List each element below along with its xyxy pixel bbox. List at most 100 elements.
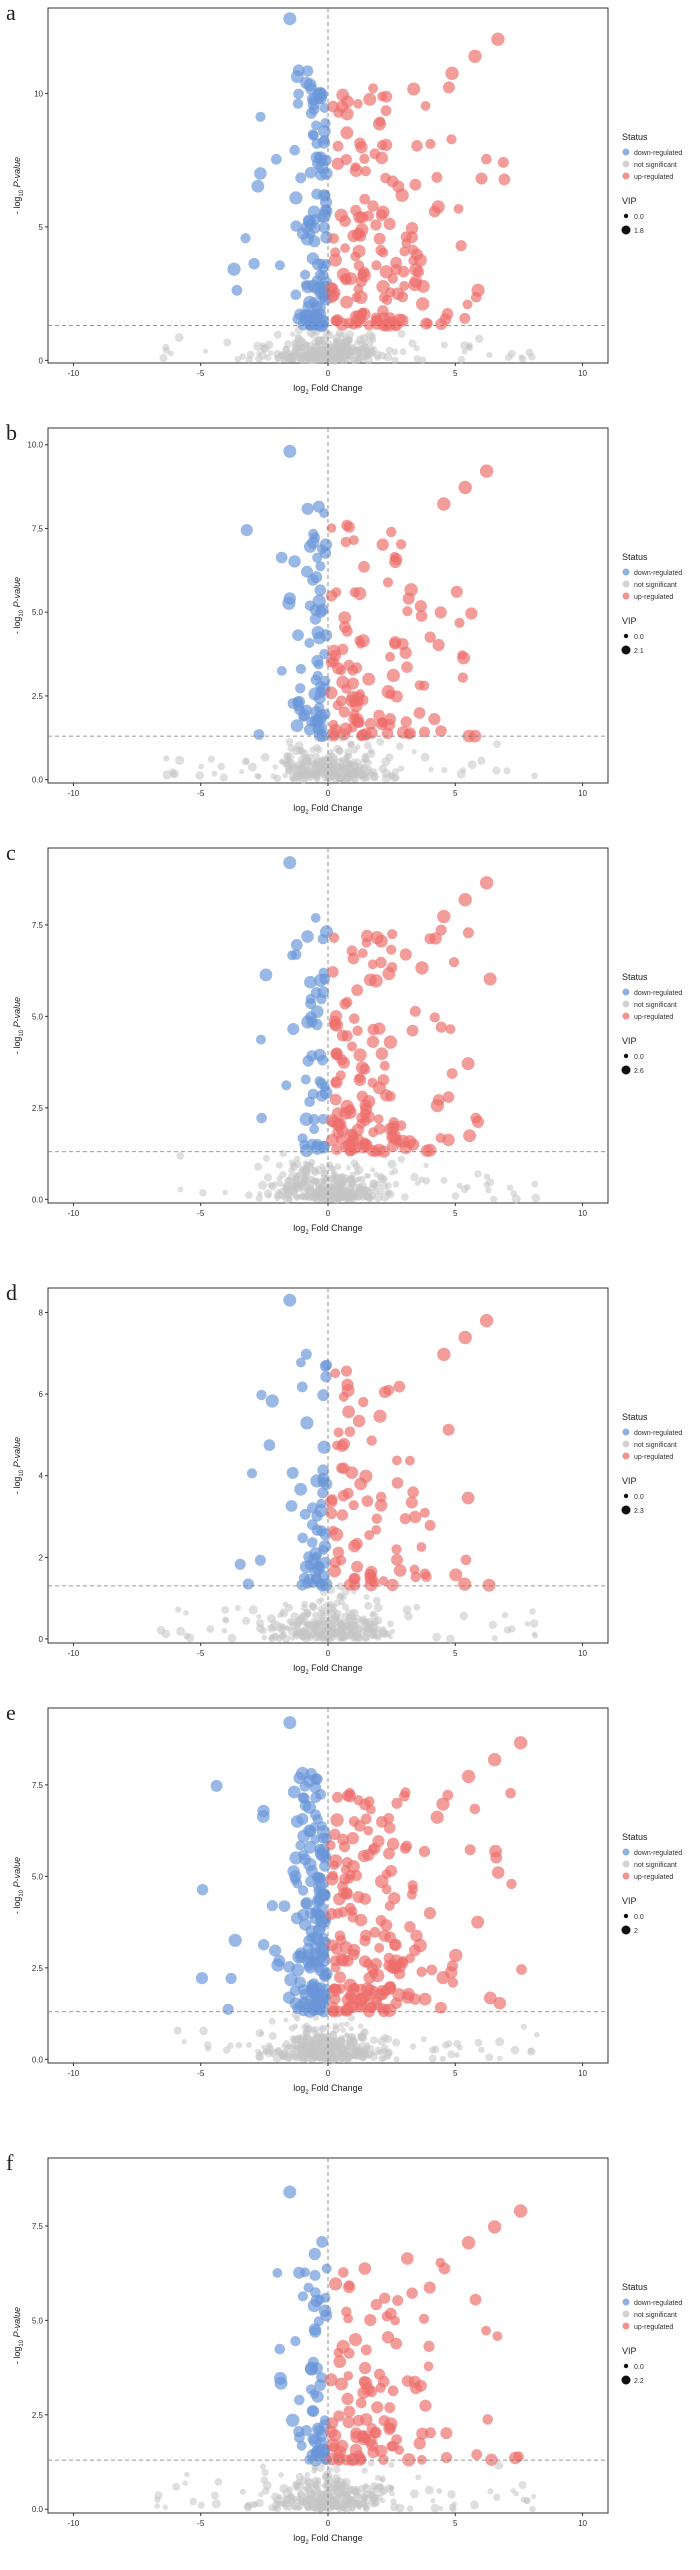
point-ns <box>361 753 370 762</box>
point-up <box>404 1921 416 1933</box>
point-down <box>316 1078 328 1090</box>
point-up <box>349 709 360 720</box>
point-up <box>468 49 482 63</box>
point-ns <box>318 1194 327 1203</box>
point-down <box>298 709 311 721</box>
point-up <box>401 2375 414 2387</box>
point-ns <box>436 2488 443 2495</box>
point-down <box>287 1785 301 1799</box>
point-ns <box>177 1186 184 1193</box>
point-down <box>290 70 304 84</box>
point-up <box>363 1958 374 1969</box>
point-up <box>347 722 358 733</box>
x-tick-label: 0 <box>326 789 331 798</box>
point-ns <box>291 343 301 352</box>
point-ns <box>445 2040 453 2048</box>
point-up <box>332 662 345 675</box>
point-up <box>363 1796 375 1807</box>
point-down <box>283 1293 297 1307</box>
point-ns <box>457 355 466 364</box>
legend-label-up: up-regulated <box>634 1014 673 1021</box>
point-up <box>375 1047 389 1060</box>
point-ns <box>312 2026 320 2033</box>
x-tick-label: 10 <box>578 1209 587 1218</box>
point-ns <box>503 767 511 775</box>
point-ns <box>239 2488 246 2495</box>
point-down <box>293 2266 306 2279</box>
point-down <box>315 1878 328 1891</box>
point-ns <box>311 2035 317 2042</box>
point-up <box>343 1978 357 1992</box>
point-up <box>357 1849 370 1863</box>
point-down <box>314 709 328 723</box>
point-down <box>306 1050 318 1062</box>
point-up <box>493 1996 507 2010</box>
point-ns <box>288 2501 294 2507</box>
y-axis-label: - log10 P-value <box>12 2307 25 2364</box>
point-up <box>370 931 384 945</box>
point-down <box>256 1112 267 1124</box>
point-up <box>355 1983 367 1995</box>
point-up <box>340 154 352 166</box>
point-ns <box>475 334 484 343</box>
point-up <box>358 266 370 278</box>
point-down <box>306 536 320 549</box>
point-down <box>317 1487 329 1499</box>
point-ns <box>286 2486 294 2493</box>
y-tick-label: 2.5 <box>32 2411 44 2420</box>
point-up <box>379 1060 390 1071</box>
y-tick-label: 2.5 <box>32 1964 44 1973</box>
point-down <box>319 1970 332 1983</box>
point-ns <box>338 757 344 763</box>
point-ns <box>348 2026 354 2032</box>
vip-label-small: 0.0 <box>634 1914 644 1921</box>
point-up <box>425 138 436 150</box>
point-down <box>319 1578 333 1591</box>
point-ns <box>258 1180 268 1190</box>
point-down <box>305 1925 318 1938</box>
point-down <box>286 2413 300 2427</box>
point-ns <box>333 339 340 346</box>
point-up <box>399 646 412 659</box>
point-ns <box>372 1188 379 1195</box>
volcano-panel-e: e -10 -5 0 5 10 0.0 2.5 5.0 7.5 log2 Fold Change -… <box>0 1700 700 2110</box>
point-down <box>292 1950 306 1964</box>
point-ns <box>456 1182 463 1189</box>
point-ns <box>474 1170 482 1178</box>
point-ns <box>312 2482 319 2489</box>
point-ns <box>324 340 334 350</box>
point-up <box>325 1908 338 1920</box>
point-up <box>382 294 393 306</box>
point-down <box>300 1416 314 1430</box>
point-ns <box>506 1184 514 1191</box>
x-axis-label: log2 Fold Change <box>293 803 362 816</box>
point-down <box>304 975 317 989</box>
point-ns <box>340 2027 347 2033</box>
point-ns <box>291 2053 299 2061</box>
point-up <box>355 1061 369 1075</box>
point-down <box>308 528 319 540</box>
point-up <box>513 2451 524 2462</box>
point-up <box>471 1915 485 1929</box>
point-up <box>414 600 427 613</box>
point-down <box>289 191 303 205</box>
point-up <box>413 707 426 719</box>
point-up <box>376 538 389 551</box>
point-ns <box>255 1194 263 1202</box>
point-ns <box>531 2493 537 2500</box>
point-down <box>231 284 243 296</box>
point-up <box>358 1396 369 1408</box>
point-ns <box>474 2038 483 2047</box>
y-tick-label: 10 <box>34 89 43 98</box>
point-up <box>458 1330 472 1345</box>
point-ns <box>373 1171 380 1178</box>
point-ns <box>354 355 362 364</box>
point-up <box>359 1469 373 1483</box>
point-up <box>399 948 412 961</box>
point-down <box>319 1556 332 1569</box>
point-down <box>290 719 304 733</box>
point-up <box>369 1926 381 1938</box>
point-up <box>516 1964 527 1975</box>
point-ns <box>268 1182 277 1191</box>
point-down <box>294 1976 306 1989</box>
